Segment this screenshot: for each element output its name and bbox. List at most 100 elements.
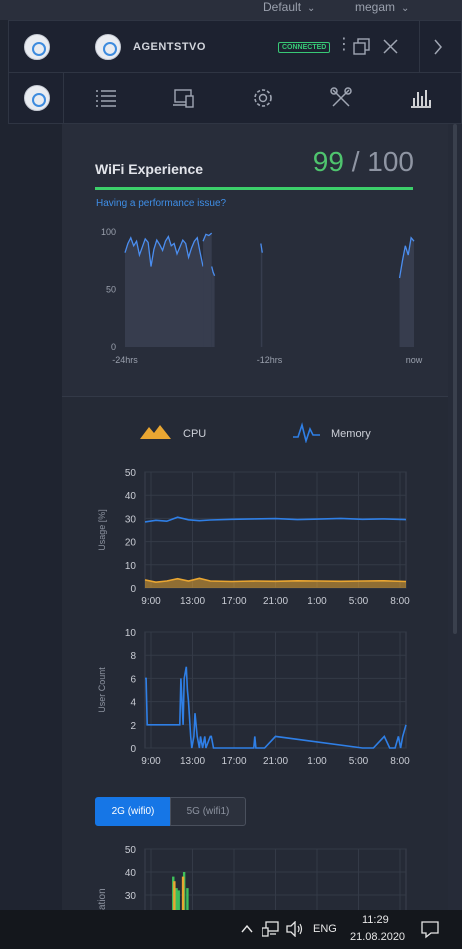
series-area-cpu bbox=[145, 578, 406, 588]
y-tick-label: 10 bbox=[125, 628, 137, 639]
y-tick-label: 30 bbox=[125, 514, 137, 525]
memory-legend-label: Memory bbox=[331, 428, 371, 440]
x-tick-label: -24hrs bbox=[112, 355, 138, 365]
tab-2g[interactable]: 2G (wifi0) bbox=[95, 797, 171, 826]
y-tick-label: 20 bbox=[125, 538, 137, 549]
y-tick-label: 50 bbox=[106, 285, 116, 295]
wifi-score-separator: / bbox=[351, 146, 360, 177]
site-menu[interactable]: Default ⌄ bbox=[263, 0, 315, 14]
wifi-line bbox=[211, 266, 216, 276]
popout-icon[interactable] bbox=[353, 38, 370, 55]
wifi-score-value: 99 bbox=[312, 146, 344, 177]
left-strip bbox=[0, 20, 62, 910]
performance-issue-link[interactable]: Having a performance issue? bbox=[96, 198, 227, 209]
y-axis-label: User Count bbox=[97, 667, 107, 713]
tools-icon[interactable] bbox=[330, 87, 352, 109]
y-tick-label: 50 bbox=[125, 468, 137, 479]
y-tick-label: 50 bbox=[125, 845, 137, 856]
device-icon[interactable] bbox=[24, 85, 50, 111]
wifi-line bbox=[260, 243, 263, 253]
x-tick-label: 21:00 bbox=[263, 756, 288, 767]
series-line-memory bbox=[144, 516, 407, 523]
user-menu[interactable]: megam ⌄ bbox=[355, 0, 409, 14]
x-tick-label: 21:00 bbox=[263, 596, 288, 607]
wifi-score: 99 / 100 bbox=[313, 146, 414, 178]
x-tick-label: now bbox=[406, 355, 423, 365]
x-tick-label: 17:00 bbox=[221, 756, 246, 767]
divider bbox=[419, 21, 420, 73]
wifi-line bbox=[124, 235, 204, 267]
language-indicator[interactable]: ENG bbox=[313, 923, 337, 935]
list-icon[interactable] bbox=[95, 89, 117, 107]
y-tick-label: 30 bbox=[125, 891, 137, 902]
network-icon[interactable] bbox=[262, 921, 280, 937]
cpu-legend-icon bbox=[140, 425, 171, 439]
x-tick-label: 1:00 bbox=[307, 596, 327, 607]
divider bbox=[63, 73, 64, 125]
gear-icon[interactable] bbox=[252, 87, 274, 109]
scrollbar[interactable] bbox=[453, 124, 457, 634]
series-line-users bbox=[145, 666, 407, 749]
x-tick-label: 1:00 bbox=[307, 756, 327, 767]
device-model-icon bbox=[95, 34, 121, 60]
wifi-area bbox=[260, 243, 263, 347]
device-name: AGENTSTVO bbox=[133, 41, 206, 53]
wifi-line bbox=[202, 232, 213, 242]
wifi-line bbox=[398, 236, 415, 279]
y-tick-label: 8 bbox=[130, 651, 136, 662]
close-icon[interactable] bbox=[383, 39, 398, 54]
x-tick-label: 8:00 bbox=[390, 596, 410, 607]
x-tick-label: 8:00 bbox=[390, 756, 410, 767]
x-tick-label: 5:00 bbox=[349, 596, 369, 607]
user-menu-label: megam bbox=[355, 0, 396, 14]
y-tick-label: 40 bbox=[125, 868, 137, 879]
chevron-down-icon: ⌄ bbox=[401, 3, 410, 14]
clock-time[interactable]: 11:29 bbox=[362, 914, 389, 926]
x-tick-label: 9:00 bbox=[141, 756, 161, 767]
chevron-right-icon[interactable] bbox=[433, 39, 443, 55]
tab-5g[interactable]: 5G (wifi1) bbox=[170, 797, 246, 826]
y-tick-label: 4 bbox=[130, 698, 136, 709]
y-tick-label: 2 bbox=[130, 721, 136, 732]
x-tick-label: 5:00 bbox=[349, 756, 369, 767]
wifi-score-max: 100 bbox=[367, 146, 414, 177]
wifi-experience-title: WiFi Experience bbox=[95, 161, 204, 177]
x-tick-label: 17:00 bbox=[221, 596, 246, 607]
notifications-icon[interactable] bbox=[420, 919, 440, 939]
wifi-area bbox=[203, 233, 212, 347]
chevron-down-icon: ⌄ bbox=[307, 3, 316, 14]
cpu-legend-label: CPU bbox=[183, 428, 207, 440]
x-tick-label: -12hrs bbox=[257, 355, 283, 365]
wifi-area bbox=[125, 236, 204, 347]
y-tick-label: 100 bbox=[101, 227, 116, 237]
score-bar bbox=[95, 187, 413, 190]
device-icon[interactable] bbox=[24, 34, 50, 60]
device-header: AGENTSTVO CONNECTED ⋮ bbox=[8, 20, 462, 73]
clock-date[interactable]: 21.08.2020 bbox=[350, 931, 406, 943]
taskbar: ENG 11:29 21.08.2020 bbox=[0, 910, 462, 949]
y-tick-label: 6 bbox=[130, 674, 136, 685]
y-tick-label: 10 bbox=[125, 561, 137, 572]
y-tick-label: 0 bbox=[130, 744, 136, 755]
x-tick-label: 9:00 bbox=[141, 596, 161, 607]
memory-legend-icon bbox=[293, 422, 320, 443]
more-icon[interactable]: ⋮ bbox=[336, 36, 352, 53]
y-tick-label: 40 bbox=[125, 491, 137, 502]
chevron-up-icon[interactable] bbox=[241, 925, 253, 933]
y-tick-label: 0 bbox=[111, 342, 116, 352]
bar-chart-icon[interactable] bbox=[410, 88, 432, 108]
site-menu-label: Default bbox=[263, 0, 302, 14]
volume-icon[interactable] bbox=[286, 921, 304, 937]
top-bar: Default ⌄ megam ⌄ bbox=[0, 0, 462, 20]
y-tick-label: 0 bbox=[130, 584, 136, 595]
y-axis-label: Usage [%] bbox=[97, 509, 107, 551]
device-tabs bbox=[8, 72, 462, 125]
devices-icon[interactable] bbox=[173, 88, 195, 108]
x-tick-label: 13:00 bbox=[180, 596, 205, 607]
x-tick-label: 13:00 bbox=[180, 756, 205, 767]
wifi-area bbox=[211, 266, 215, 347]
